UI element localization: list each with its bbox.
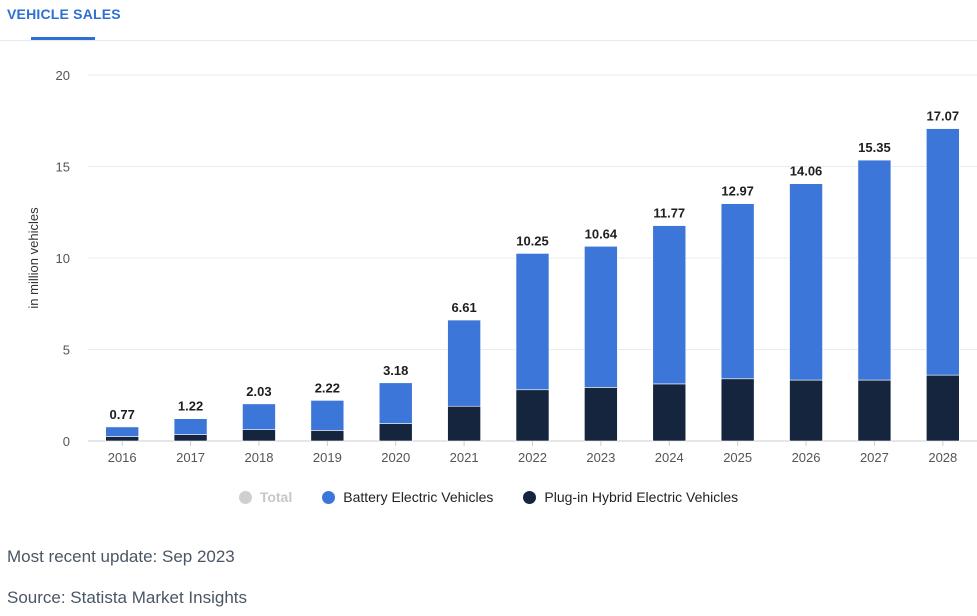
bar-phev [515,389,550,442]
bar-phev [857,379,892,442]
x-tick-label: 2024 [655,450,684,465]
stacked-bar-chart: 0 5 10 15 20 in million vehicles 0.77 1.22 2.0… [26,68,977,465]
x-tick-label: 2026 [792,450,821,465]
bar-phev [926,374,960,442]
legend-item-total[interactable]: Total [238,489,293,505]
y-tick-label: 20 [56,68,70,83]
data-label-total: 10.25 [516,233,549,248]
tab-bar: VEHICLE SALES [0,0,977,41]
legend-dot-total [238,490,252,504]
data-label-total: 6.61 [451,300,476,315]
x-tick-label: 2023 [586,450,615,465]
y-axis-label: in million vehicles [26,207,41,309]
bar-bev [926,128,960,376]
bar-phev [242,429,276,442]
data-label-total: 0.77 [110,407,135,422]
x-tick-label: 2027 [860,450,889,465]
y-tick-label: 10 [56,251,70,266]
legend-label-total: Total [259,489,293,505]
data-labels: 0.77 1.22 2.03 2.22 3.18 6.61 10.25 10.64 11.77 1… [110,109,960,422]
legend-label-phev: Plug-in Hybrid Electric Vehicles [544,489,739,505]
bar-phev [447,405,481,442]
bar-phev [652,383,687,442]
data-label-total: 2.03 [246,384,271,399]
bars [105,128,960,442]
x-tick-label: 2022 [518,450,547,465]
update-note: Most recent update: Sep 2023 [7,547,235,566]
legend-dot-phev [523,490,537,504]
data-label-total: 17.07 [927,109,960,124]
bar-phev [378,423,413,442]
x-tick-label: 2025 [723,450,752,465]
bar-bev [447,319,481,407]
y-tick-label: 15 [56,160,70,175]
bar-bev [720,203,755,380]
bar-bev [584,245,618,388]
legend-item-bev[interactable]: Battery Electric Vehicles [322,489,493,505]
x-axis-ticks: 2016 2017 2018 2019 2020 2021 2022 2023 2024 2025… [108,441,957,465]
active-tab-indicator [31,37,95,40]
bar-phev [105,436,139,442]
bar-bev [310,400,345,431]
x-tick-label: 2028 [928,450,957,465]
bar-bev [789,183,823,381]
x-tick-label: 2016 [108,450,137,465]
data-label-total: 3.18 [383,363,408,378]
bar-phev [173,434,208,442]
data-label-total: 1.22 [178,399,203,414]
bar-bev [857,159,892,381]
data-label-total: 10.64 [585,226,618,241]
bar-bev [515,253,550,391]
bar-bev [173,418,208,435]
bar-bev [378,382,413,424]
y-tick-label: 0 [63,434,70,449]
data-label-total: 14.06 [790,164,823,179]
legend-dot-bev [322,490,336,504]
legend-item-phev[interactable]: Plug-in Hybrid Electric Vehicles [523,489,738,505]
data-label-total: 15.35 [858,140,891,155]
bar-phev [584,387,618,442]
bar-bev [242,403,276,430]
data-label-total: 11.77 [653,206,685,221]
y-tick-label: 5 [63,343,70,358]
legend: Total Battery Electric Vehicles Plug-in … [0,486,977,508]
bar-bev [652,225,687,385]
data-label-total: 2.22 [315,380,340,395]
x-tick-label: 2020 [381,450,410,465]
x-tick-label: 2018 [245,450,274,465]
bar-phev [310,430,345,442]
bar-phev [789,379,823,442]
source-note: Source: Statista Market Insights [7,588,247,607]
y-axis-ticks: 0 5 10 15 20 [56,68,70,449]
data-label-total: 12.97 [721,184,754,199]
x-tick-label: 2017 [176,450,205,465]
bar-bev [105,426,139,437]
legend-label-bev: Battery Electric Vehicles [343,489,494,505]
tab-vehicle-sales[interactable]: VEHICLE SALES [7,6,121,22]
bar-phev [720,378,755,442]
x-tick-label: 2021 [450,450,479,465]
x-tick-label: 2019 [313,450,342,465]
